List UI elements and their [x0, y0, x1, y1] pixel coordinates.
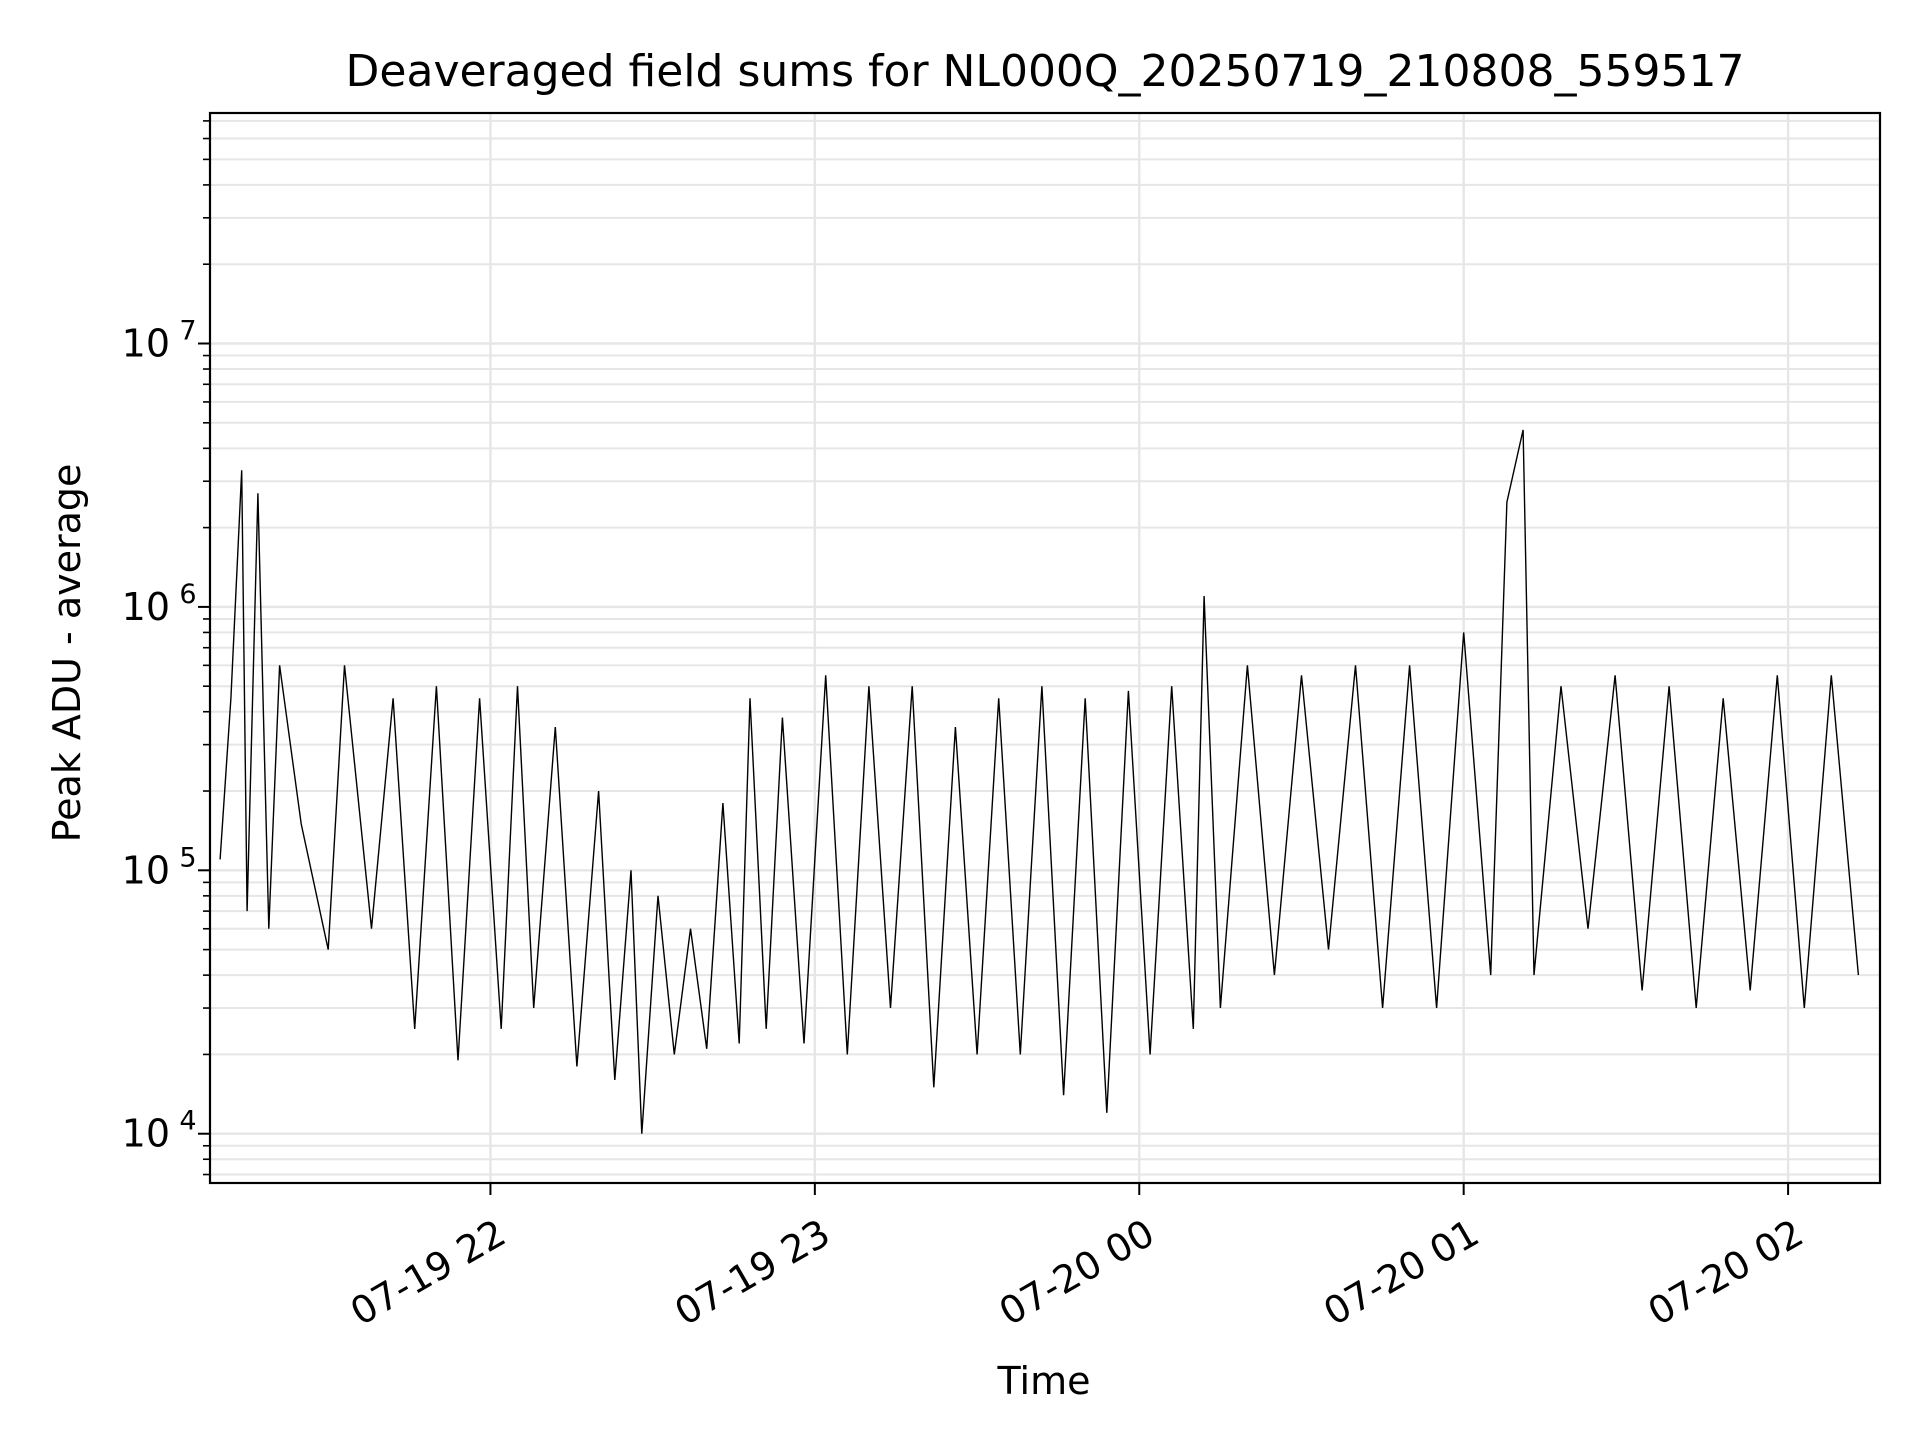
y-tick-label-exponent: 5	[179, 842, 196, 873]
y-tick-label: 10	[122, 585, 170, 629]
y-tick-label-exponent: 7	[179, 315, 196, 346]
y-tick-label: 10	[122, 321, 170, 365]
chart-title: Deaveraged field sums for NL000Q_2025071…	[346, 46, 1745, 97]
y-tick-label-exponent: 6	[179, 579, 196, 610]
y-tick-label-exponent: 4	[179, 1106, 196, 1137]
series-line	[219, 429, 1860, 1134]
y-axis-label: Peak ADU - average	[45, 464, 89, 843]
y-tick-label: 10	[122, 848, 170, 892]
x-axis-label: Time	[997, 1359, 1091, 1403]
data-series	[219, 429, 1860, 1134]
y-tick-label: 10	[122, 1112, 170, 1156]
